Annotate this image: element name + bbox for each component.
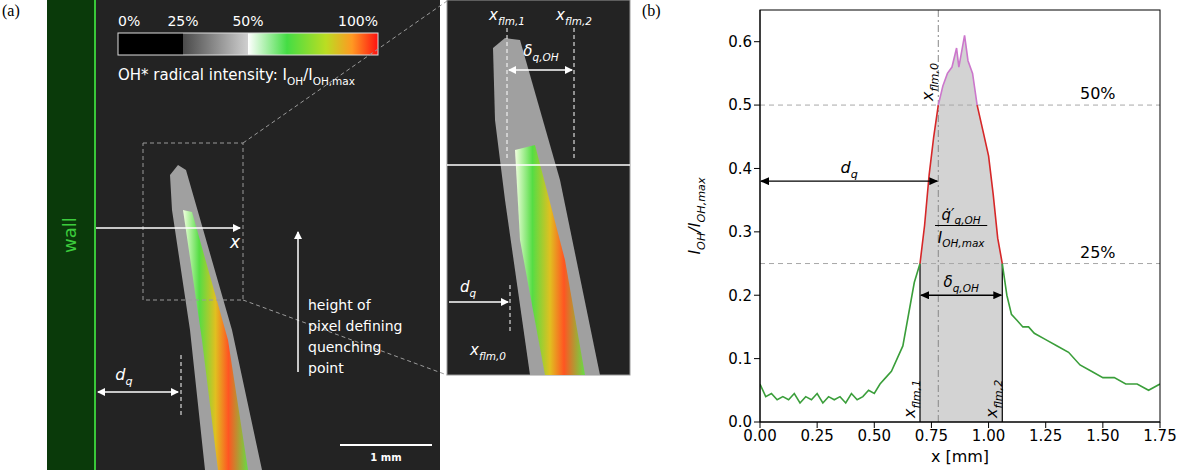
svg-text:50%: 50% (232, 13, 263, 29)
svg-text:OH* radical intensity: IOH/IOH: OH* radical intensity: IOH/IOH,max (118, 66, 355, 87)
svg-text:IOH/IOH,max: IOH/IOH,max (685, 177, 708, 255)
svg-text:1.50: 1.50 (1086, 427, 1119, 445)
svg-text:δq,OH: δq,OH (523, 42, 558, 63)
svg-text:0.75: 0.75 (915, 427, 948, 445)
svg-text:0.6: 0.6 (728, 33, 752, 51)
svg-text:pixel defining: pixel defining (308, 318, 402, 334)
svg-text:1.25: 1.25 (1029, 427, 1062, 445)
svg-text:height of: height of (308, 297, 372, 313)
svg-text:IOH,max: IOH,max (938, 229, 986, 250)
svg-text:0.4: 0.4 (728, 160, 752, 178)
svg-text:0.5: 0.5 (728, 96, 752, 114)
svg-text:0.3: 0.3 (728, 223, 752, 241)
svg-text:0.0: 0.0 (728, 413, 752, 431)
svg-text:xflm,2: xflm,2 (982, 380, 1005, 419)
svg-text:0.50: 0.50 (858, 427, 891, 445)
svg-text:100%: 100% (338, 13, 378, 29)
svg-text:25%: 25% (167, 13, 198, 29)
svg-text:0.1: 0.1 (728, 350, 752, 368)
svg-text:xflm,1: xflm,1 (900, 380, 923, 419)
svg-text:25%: 25% (1080, 243, 1116, 262)
svg-text:xflm,2: xflm,2 (555, 6, 592, 27)
svg-text:q̇′q,OH: q̇′q,OH (942, 206, 981, 227)
svg-text:(b): (b) (642, 2, 661, 20)
svg-text:1 mm: 1 mm (370, 452, 401, 463)
svg-text:point: point (308, 360, 344, 376)
svg-text:50%: 50% (1080, 84, 1116, 103)
svg-text:0.2: 0.2 (728, 287, 752, 305)
svg-text:dq: dq (115, 365, 132, 388)
svg-text:0.00: 0.00 (743, 426, 777, 445)
svg-text:x: x (229, 232, 241, 252)
svg-text:dq: dq (460, 278, 477, 299)
svg-text:1.75: 1.75 (1143, 427, 1176, 445)
svg-text:dq: dq (841, 158, 858, 181)
svg-text:xflm,1: xflm,1 (488, 6, 525, 27)
svg-text:xflm,0: xflm,0 (469, 341, 506, 362)
svg-text:δq,OH: δq,OH (943, 273, 978, 294)
svg-text:x [mm]: x [mm] (931, 447, 989, 466)
svg-text:1.00: 1.00 (972, 427, 1005, 445)
svg-text:0%: 0% (118, 13, 140, 29)
svg-text:xflm,0: xflm,0 (918, 63, 941, 102)
svg-text:wall: wall (59, 217, 80, 253)
svg-text:0.25: 0.25 (800, 427, 833, 445)
svg-text:quenching: quenching (308, 339, 381, 355)
svg-text:(a): (a) (2, 2, 20, 20)
